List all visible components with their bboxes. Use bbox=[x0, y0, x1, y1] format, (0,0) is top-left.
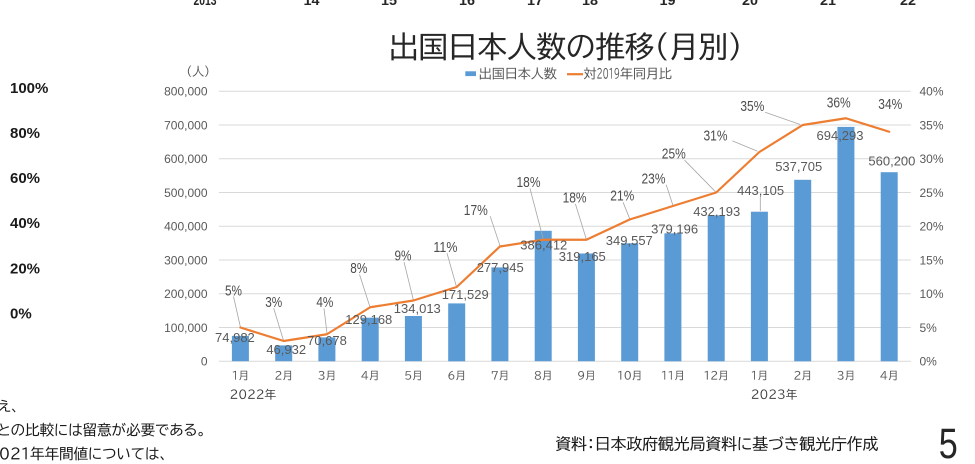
svg-text:600,000: 600,000 bbox=[164, 152, 208, 166]
svg-text:100%: 100% bbox=[10, 80, 48, 97]
svg-text:15%: 15% bbox=[920, 253, 944, 267]
svg-text:4%: 4% bbox=[316, 295, 333, 311]
svg-text:34%: 34% bbox=[878, 97, 902, 113]
svg-text:5%: 5% bbox=[225, 284, 242, 300]
svg-text:0%: 0% bbox=[10, 305, 32, 322]
svg-text:300,000: 300,000 bbox=[164, 253, 208, 267]
svg-text:74,982: 74,982 bbox=[215, 330, 255, 345]
svg-text:25%: 25% bbox=[920, 186, 944, 200]
svg-text:129,168: 129,168 bbox=[345, 312, 392, 327]
svg-text:800,000: 800,000 bbox=[164, 85, 208, 99]
svg-text:0%: 0% bbox=[920, 355, 938, 369]
svg-text:25%: 25% bbox=[662, 147, 686, 163]
svg-text:379,196: 379,196 bbox=[651, 221, 698, 236]
svg-text:40%: 40% bbox=[920, 85, 944, 99]
svg-text:35%: 35% bbox=[740, 99, 764, 115]
svg-text:15: 15 bbox=[381, 0, 397, 8]
svg-text:386,412: 386,412 bbox=[520, 238, 567, 253]
svg-text:17%: 17% bbox=[464, 203, 488, 219]
svg-text:46,932: 46,932 bbox=[266, 342, 306, 357]
svg-text:21: 21 bbox=[820, 0, 836, 8]
svg-text:22: 22 bbox=[900, 0, 916, 8]
svg-text:20%: 20% bbox=[920, 220, 944, 234]
svg-text:349,557: 349,557 bbox=[606, 233, 653, 248]
svg-text:694,293: 694,293 bbox=[817, 128, 864, 143]
svg-text:31%: 31% bbox=[704, 129, 728, 145]
svg-text:23%: 23% bbox=[642, 171, 666, 187]
svg-text:200,000: 200,000 bbox=[164, 287, 208, 301]
svg-text:560,200: 560,200 bbox=[868, 153, 915, 168]
svg-text:0: 0 bbox=[201, 355, 208, 369]
svg-text:3%: 3% bbox=[265, 295, 282, 311]
svg-text:16: 16 bbox=[459, 0, 475, 8]
svg-text:400,000: 400,000 bbox=[164, 220, 208, 234]
svg-text:537,705: 537,705 bbox=[775, 159, 822, 174]
svg-text:100,000: 100,000 bbox=[164, 321, 208, 335]
svg-text:10%: 10% bbox=[920, 287, 944, 301]
svg-text:30%: 30% bbox=[920, 152, 944, 166]
svg-text:700,000: 700,000 bbox=[164, 118, 208, 132]
svg-text:5: 5 bbox=[939, 420, 958, 464]
svg-text:14: 14 bbox=[304, 0, 320, 8]
svg-text:40%: 40% bbox=[10, 215, 40, 232]
svg-text:500,000: 500,000 bbox=[164, 186, 208, 200]
svg-text:20: 20 bbox=[742, 0, 758, 8]
svg-text:11%: 11% bbox=[433, 240, 457, 256]
svg-text:18%: 18% bbox=[563, 191, 587, 207]
svg-text:432,193: 432,193 bbox=[693, 204, 740, 219]
svg-text:36%: 36% bbox=[827, 95, 851, 111]
svg-text:277,945: 277,945 bbox=[477, 260, 524, 275]
svg-text:21%: 21% bbox=[610, 189, 634, 205]
svg-text:171,529: 171,529 bbox=[442, 287, 489, 302]
svg-text:19: 19 bbox=[660, 0, 676, 8]
svg-text:2013: 2013 bbox=[194, 0, 217, 8]
svg-text:70,678: 70,678 bbox=[307, 333, 347, 348]
svg-text:8%: 8% bbox=[350, 261, 367, 277]
svg-text:319,165: 319,165 bbox=[559, 249, 606, 264]
svg-text:35%: 35% bbox=[920, 118, 944, 132]
svg-text:20%: 20% bbox=[10, 260, 40, 277]
svg-text:18%: 18% bbox=[517, 175, 541, 191]
svg-text:17: 17 bbox=[527, 0, 543, 8]
svg-text:80%: 80% bbox=[10, 125, 40, 142]
svg-text:9%: 9% bbox=[395, 249, 412, 265]
svg-text:60%: 60% bbox=[10, 170, 40, 187]
svg-text:134,013: 134,013 bbox=[394, 301, 441, 316]
svg-text:18: 18 bbox=[582, 0, 598, 8]
svg-text:5%: 5% bbox=[920, 321, 938, 335]
svg-text:443,105: 443,105 bbox=[737, 183, 784, 198]
